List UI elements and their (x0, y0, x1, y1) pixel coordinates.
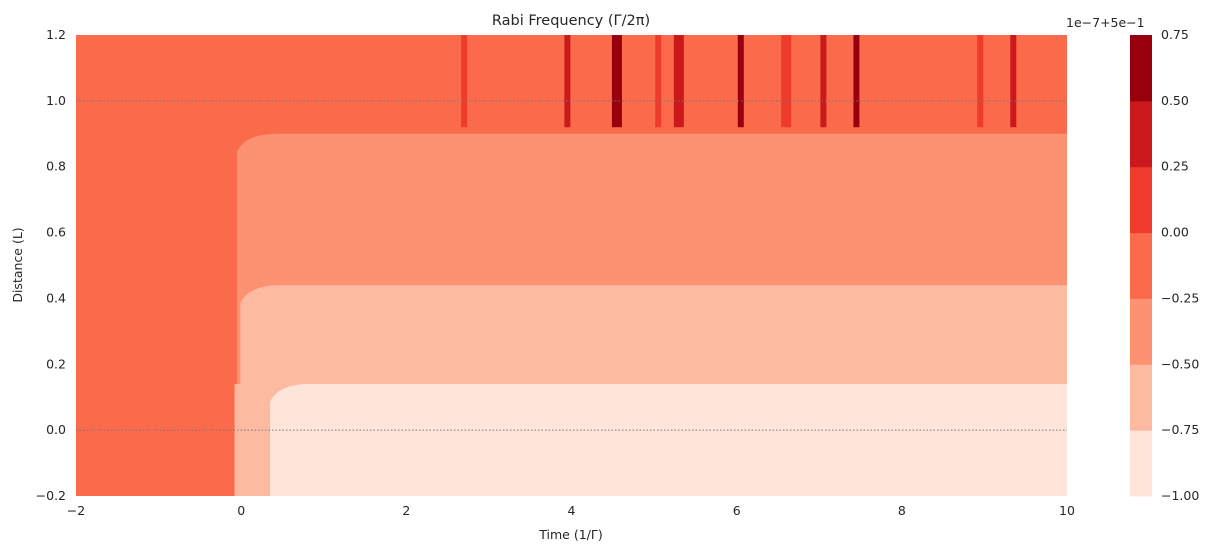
y-tick-label: 0.4 (46, 290, 66, 305)
y-axis-label: Distance (L) (10, 227, 25, 302)
stripe-mark (673, 35, 684, 128)
stripe-mark (564, 35, 571, 128)
colorbar-offset-label: 1e−7+5e−1 (1066, 15, 1145, 30)
stripe-mark (853, 35, 860, 128)
reference-lines (76, 100, 1067, 431)
stripe-mark (820, 35, 827, 128)
colorbar-swatch (1130, 298, 1152, 365)
stripe-mark (977, 35, 984, 128)
x-tick-label: 6 (733, 503, 741, 518)
region-band-lowest (270, 384, 1067, 496)
colorbar-tick-label: −0.50 (1161, 356, 1199, 371)
colorbar-tick-label: −0.75 (1161, 422, 1199, 437)
stripe-mark (611, 35, 622, 128)
x-tick-label: 4 (568, 503, 576, 518)
x-tick-label: −2 (67, 503, 85, 518)
colorbar-swatch (1130, 100, 1152, 168)
colorbar-tick-label: −0.25 (1161, 290, 1199, 305)
stripe-mark (655, 35, 662, 128)
colorbar-tick-label: 0.00 (1161, 225, 1189, 240)
stripe-mark (461, 35, 468, 128)
plot-area (76, 35, 1067, 496)
stripe-mark (397, 35, 408, 128)
x-tick-label: 0 (237, 503, 245, 518)
x-tick-label: 10 (1059, 503, 1075, 518)
colorbar: −1.00 −0.75 −0.50 −0.25 0.00 0.25 0.50 0.75 (1130, 27, 1199, 503)
chart-title: Rabi Frequency (Γ/2π) (492, 13, 650, 29)
y-tick-label: −0.2 (36, 488, 66, 503)
x-tick-label: 2 (402, 503, 410, 518)
stripe-mark (737, 35, 744, 128)
x-tick-label: 8 (898, 503, 906, 518)
y-tick-label: 0.6 (46, 225, 66, 240)
stripe-mark (1010, 35, 1017, 128)
y-tick-label: 1.2 (46, 27, 66, 42)
stripe-mark (754, 35, 761, 128)
colorbar-tick-label: 0.50 (1161, 93, 1189, 108)
y-tick-label: 0.2 (46, 356, 66, 371)
y-tick-label: 0.0 (46, 422, 66, 437)
y-tick-label: 1.0 (46, 93, 66, 108)
colorbar-swatch (1130, 364, 1152, 431)
y-axis: −0.2 0.0 0.2 0.4 0.6 0.8 1.0 1.2 (36, 27, 66, 503)
y-tick-label: 0.8 (46, 159, 66, 174)
colorbar-tick-label: −1.00 (1161, 488, 1199, 503)
region-onset-strip (234, 384, 271, 496)
colorbar-swatch (1130, 166, 1152, 234)
colorbar-swatch (1130, 430, 1152, 497)
x-axis: −2 0 2 4 6 8 10 (67, 503, 1075, 518)
colorbar-tick-label: 0.25 (1161, 159, 1189, 174)
stripe-mark (781, 35, 792, 128)
stripe-mark (642, 35, 649, 128)
x-axis-label: Time (1/Γ) (538, 527, 602, 542)
stripe-mark (921, 35, 932, 128)
colorbar-swatch (1130, 35, 1152, 102)
colorbar-tick-label: 0.75 (1161, 27, 1189, 42)
colorbar-swatch (1130, 232, 1152, 299)
